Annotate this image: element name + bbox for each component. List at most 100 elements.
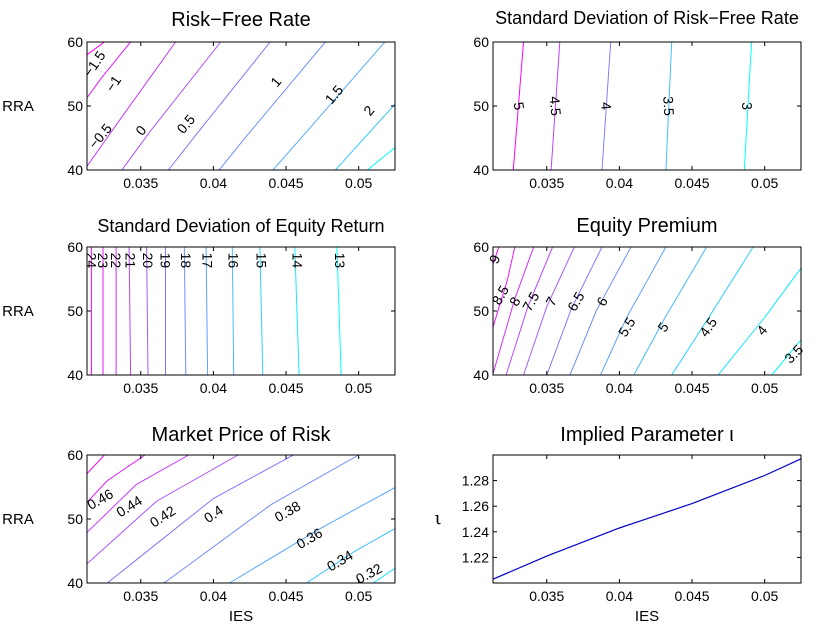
contour-line	[493, 247, 535, 374]
x-tick-label: 0.045	[675, 588, 710, 604]
x-tick-label: 0.04	[200, 588, 227, 604]
x-tick-label: 0.035	[123, 588, 158, 604]
y-tick-label: 1.22	[462, 549, 489, 565]
contour-label: 13	[332, 253, 348, 269]
contour-label: 7.5	[519, 289, 543, 314]
x-axis-label: IES	[635, 608, 659, 625]
contour-line	[336, 247, 342, 375]
contour-label: 1	[267, 73, 284, 89]
contour-line	[600, 247, 667, 375]
y-tick-label: 50	[67, 511, 83, 527]
panel-mpr: 0.460.44 0.42 0.4 0.380.360.340.320.035 0.04…	[2, 424, 396, 625]
x-axis-label: IES	[229, 608, 253, 625]
panel-sdrf: 5 4.5 4 3.5 3 0.035 0.04 0.045 0.05 40 50 60 Standar…	[473, 8, 802, 191]
y-tick-label: 1.28	[462, 473, 489, 489]
x-tick-label: 0.04	[200, 175, 227, 191]
contour-line	[306, 528, 395, 583]
x-tick-label: 0.035	[123, 175, 158, 191]
contour-label: 0.42	[147, 502, 179, 530]
axes-frame	[492, 246, 802, 376]
chart-title: Market Price of Risk	[152, 424, 332, 446]
y-tick-label: 60	[67, 34, 83, 50]
contour-label: 4.5	[696, 314, 720, 339]
contour-line	[87, 455, 239, 565]
plot-area-sdrf	[512, 42, 753, 170]
contour-label: −1	[102, 72, 124, 94]
x-tick-label: 0.045	[269, 380, 304, 396]
y-tick-label: 50	[473, 98, 489, 114]
chart-title: Standard Deviation of Equity Return	[97, 216, 384, 236]
contour-line	[601, 42, 612, 170]
contour-line	[106, 455, 294, 583]
y-tick-label: 40	[67, 162, 83, 178]
plot-area-ep	[493, 247, 801, 375]
plot-area-rf	[87, 42, 395, 170]
contour-label: 16	[226, 253, 242, 269]
contour-label: 0.34	[324, 547, 356, 575]
y-tick-label: 60	[67, 447, 83, 463]
contour-line	[546, 247, 603, 375]
contour-label: 6.5	[564, 289, 588, 314]
contour-label: 20	[140, 253, 156, 269]
contour-label: 18	[178, 253, 194, 269]
y-tick-label: 40	[473, 162, 489, 178]
axes-frame	[86, 41, 396, 171]
chart-title: Equity Premium	[576, 215, 717, 237]
y-tick-label: 1.26	[462, 498, 489, 514]
contour-line	[550, 42, 561, 170]
contour-line	[259, 247, 264, 375]
contour-line	[87, 42, 105, 56]
x-tick-label: 0.035	[529, 175, 564, 191]
contour-label: 4.5	[547, 96, 565, 117]
contour-line	[771, 339, 801, 375]
panel-iota: 0.035 0.04 0.045 0.05 1.22 1.24 1.26 1.28 Implie…	[434, 424, 802, 625]
contour-label: 3.5	[660, 96, 677, 116]
y-tick-label: 50	[67, 98, 83, 114]
y-tick-label: 60	[473, 239, 489, 255]
contour-line	[87, 42, 177, 167]
x-tick-label: 0.04	[606, 175, 633, 191]
contour-line	[205, 247, 209, 375]
contour-label: 21	[123, 253, 139, 269]
contour-line	[163, 455, 359, 583]
x-tick-label: 0.045	[269, 175, 304, 191]
contour-label: 17	[200, 253, 216, 269]
x-tick-label: 0.045	[269, 588, 304, 604]
contour-line	[512, 42, 524, 170]
contour-line	[146, 247, 149, 375]
contour-label: 6	[593, 294, 611, 309]
contour-line	[121, 42, 222, 170]
contour-label: 4	[753, 322, 770, 338]
x-tick-label: 0.045	[675, 175, 710, 191]
x-tick-label: 0.05	[751, 175, 778, 191]
x-tick-label: 0.04	[606, 380, 633, 396]
contour-label: 22	[108, 253, 124, 269]
contour-line	[372, 567, 395, 583]
contour-line	[128, 247, 132, 375]
y-axis-label: RRA	[2, 98, 34, 115]
x-tick-label: 0.04	[200, 380, 227, 396]
series-line	[493, 458, 801, 580]
contour-label: 3.5	[781, 341, 806, 366]
y-tick-label: 40	[473, 367, 489, 383]
contour-line	[272, 42, 386, 170]
contour-label: 19	[157, 253, 173, 269]
plot-area-sdeq	[90, 247, 342, 375]
contour-line	[743, 42, 753, 170]
y-axis-label: RRA	[2, 511, 34, 528]
chart-title: Implied Parameter ι	[560, 424, 733, 446]
contour-line	[229, 487, 395, 583]
contour-line	[335, 103, 395, 170]
contour-label: 23	[95, 253, 111, 269]
chart-title: Risk−Free Rate	[171, 9, 311, 31]
contour-line	[505, 247, 554, 375]
contour-line	[231, 247, 235, 375]
contour-label: 5	[511, 101, 528, 112]
contour-label: 2	[360, 102, 377, 118]
x-tick-label: 0.05	[345, 588, 372, 604]
contour-label: 14	[290, 253, 306, 269]
contour-line	[367, 147, 395, 170]
contour-line	[168, 42, 271, 170]
